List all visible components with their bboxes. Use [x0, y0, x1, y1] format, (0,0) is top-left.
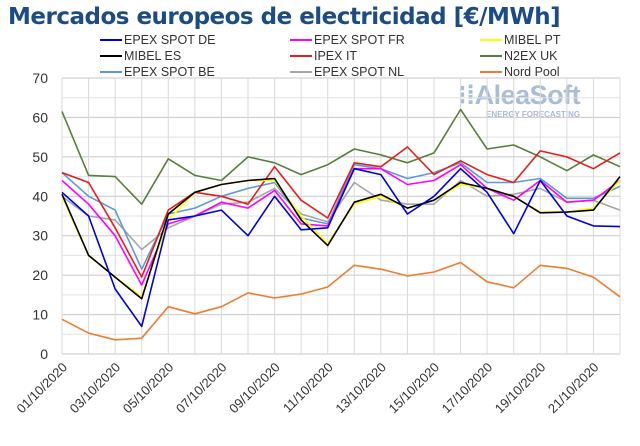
series-line-mibel-es [61, 176, 621, 300]
logo-dots-icon: ⁝⁞ [458, 80, 475, 110]
x-tick-label: 09/10/2020 [226, 360, 283, 417]
y-tick-label: 60 [32, 109, 48, 125]
legend-item: Nord Pool [480, 64, 620, 79]
y-tick-label: 40 [32, 188, 48, 204]
legend-swatch [480, 54, 502, 57]
legend-item: EPEX SPOT BE [100, 64, 290, 79]
series-line-n2ex-uk [61, 108, 621, 205]
aleasoft-logo: ⁝⁞AleaSoft ENERGY FORECASTING [458, 80, 581, 120]
legend-item: MIBEL ES [100, 48, 290, 63]
legend-label: Nord Pool [504, 64, 560, 79]
legend-label: N2EX UK [504, 48, 558, 63]
x-tick-label: 03/10/2020 [67, 360, 124, 417]
legend-label: MIBEL PT [504, 32, 561, 47]
y-tick-label: 70 [32, 70, 48, 86]
legend-item: N2EX UK [480, 48, 620, 63]
legend-label: EPEX SPOT NL [314, 64, 405, 79]
x-tick-label: 11/10/2020 [280, 360, 336, 416]
legend-swatch [100, 70, 122, 73]
legend-swatch [100, 54, 122, 57]
legend-label: MIBEL ES [124, 48, 182, 63]
legend-label: EPEX SPOT BE [124, 64, 215, 79]
y-tick-label: 10 [32, 307, 48, 323]
legend-item: EPEX SPOT FR [290, 32, 480, 47]
legend-swatch [290, 38, 312, 41]
legend-label: EPEX SPOT DE [124, 32, 216, 47]
y-tick-label: 20 [32, 267, 48, 283]
legend-swatch [100, 38, 122, 41]
legend-item: EPEX SPOT NL [290, 64, 480, 79]
x-tick-label: 21/10/2020 [545, 360, 602, 417]
legend-swatch [290, 70, 312, 73]
legend-swatch [480, 70, 502, 73]
x-tick-label: 19/10/2020 [492, 360, 549, 417]
legend-item: IPEX IT [290, 48, 480, 63]
x-tick-label: 17/10/2020 [439, 360, 496, 417]
series-line-epex-spot-nl [61, 179, 621, 251]
legend-item: MIBEL PT [480, 32, 620, 47]
logo-name: ⁝⁞AleaSoft [458, 80, 581, 110]
x-tick-label: 05/10/2020 [120, 360, 177, 417]
logo-tagline: ENERGY FORECASTING [486, 110, 581, 119]
chart-title: Mercados europeos de electricidad [€/MWh… [8, 4, 561, 30]
x-tick-label: 07/10/2020 [173, 360, 230, 417]
y-tick-label: 0 [40, 346, 48, 362]
legend-label: EPEX SPOT FR [314, 32, 405, 47]
series-line-ipex-it [61, 146, 621, 278]
series-line-epex-spot-de [61, 167, 621, 328]
legend-swatch [290, 54, 312, 57]
logo-name-text: AleaSoft [474, 80, 581, 110]
x-tick-label: 01/10/2020 [13, 360, 70, 417]
legend: EPEX SPOT DE EPEX SPOT FR MIBEL PT MIBEL ES… [100, 32, 620, 79]
x-tick-label: 15/10/2020 [385, 360, 442, 417]
y-tick-label: 30 [32, 228, 48, 244]
series-line-nord-pool [61, 261, 621, 341]
x-tick-label: 13/10/2020 [332, 360, 389, 417]
legend-item: EPEX SPOT DE [100, 32, 290, 47]
legend-label: IPEX IT [314, 48, 358, 63]
y-tick-label: 50 [32, 149, 48, 165]
legend-swatch [480, 38, 502, 41]
